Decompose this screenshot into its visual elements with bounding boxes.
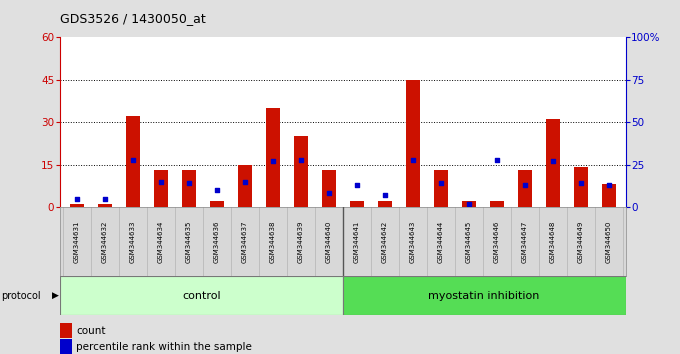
Bar <box>60 276 343 315</box>
Bar <box>266 108 279 207</box>
Bar <box>182 170 196 207</box>
Text: GSM344648: GSM344648 <box>549 221 556 263</box>
Text: control: control <box>182 291 220 301</box>
Text: GSM344635: GSM344635 <box>186 221 192 263</box>
Point <box>295 157 306 162</box>
Bar <box>462 201 476 207</box>
Point <box>211 187 222 193</box>
Text: GSM344639: GSM344639 <box>298 220 304 263</box>
Bar <box>126 116 139 207</box>
Point <box>379 192 390 198</box>
Point <box>547 158 558 164</box>
Bar <box>517 170 532 207</box>
Text: GSM344643: GSM344643 <box>410 221 415 263</box>
Text: GSM344640: GSM344640 <box>326 221 332 263</box>
Text: GSM344645: GSM344645 <box>466 221 472 263</box>
Point <box>183 181 194 186</box>
Text: GSM344650: GSM344650 <box>606 221 612 263</box>
Point <box>463 201 474 206</box>
Bar <box>574 167 588 207</box>
Bar <box>602 184 616 207</box>
Bar <box>406 80 420 207</box>
Bar <box>546 119 560 207</box>
Point <box>267 158 278 164</box>
Point <box>99 196 110 201</box>
Text: percentile rank within the sample: percentile rank within the sample <box>76 342 252 352</box>
Bar <box>209 201 224 207</box>
Point <box>323 191 334 196</box>
Text: GSM344632: GSM344632 <box>101 221 107 263</box>
Bar <box>154 170 168 207</box>
Text: GSM344637: GSM344637 <box>241 220 248 263</box>
Text: myostatin inhibition: myostatin inhibition <box>428 291 540 301</box>
Text: GSM344646: GSM344646 <box>494 221 500 263</box>
Text: GDS3526 / 1430050_at: GDS3526 / 1430050_at <box>60 12 205 25</box>
Bar <box>238 165 252 207</box>
Text: GSM344633: GSM344633 <box>130 220 136 263</box>
Point <box>603 182 614 188</box>
Point <box>575 181 586 186</box>
Bar <box>69 204 84 207</box>
Point <box>352 182 362 188</box>
Point <box>492 157 503 162</box>
Point <box>155 179 166 184</box>
Text: GSM344641: GSM344641 <box>354 221 360 263</box>
Text: GSM344644: GSM344644 <box>438 221 444 263</box>
Text: ▶: ▶ <box>52 291 59 300</box>
Text: GSM344631: GSM344631 <box>73 220 80 263</box>
Bar <box>377 201 392 207</box>
Bar <box>343 276 626 315</box>
Bar <box>294 136 308 207</box>
Text: GSM344649: GSM344649 <box>578 221 584 263</box>
Bar <box>434 170 447 207</box>
Bar <box>322 170 336 207</box>
Text: GSM344634: GSM344634 <box>158 221 164 263</box>
Text: count: count <box>76 326 105 336</box>
Point <box>407 157 418 162</box>
Text: GSM344636: GSM344636 <box>214 220 220 263</box>
Bar <box>98 204 112 207</box>
Point <box>239 179 250 184</box>
Text: GSM344647: GSM344647 <box>522 221 528 263</box>
Point <box>71 196 82 201</box>
Point <box>435 181 446 186</box>
Point <box>520 182 530 188</box>
Bar <box>490 201 504 207</box>
Text: protocol: protocol <box>1 291 41 301</box>
Text: GSM344642: GSM344642 <box>381 221 388 263</box>
Text: GSM344638: GSM344638 <box>270 220 275 263</box>
Bar <box>350 201 364 207</box>
Point <box>127 157 138 162</box>
